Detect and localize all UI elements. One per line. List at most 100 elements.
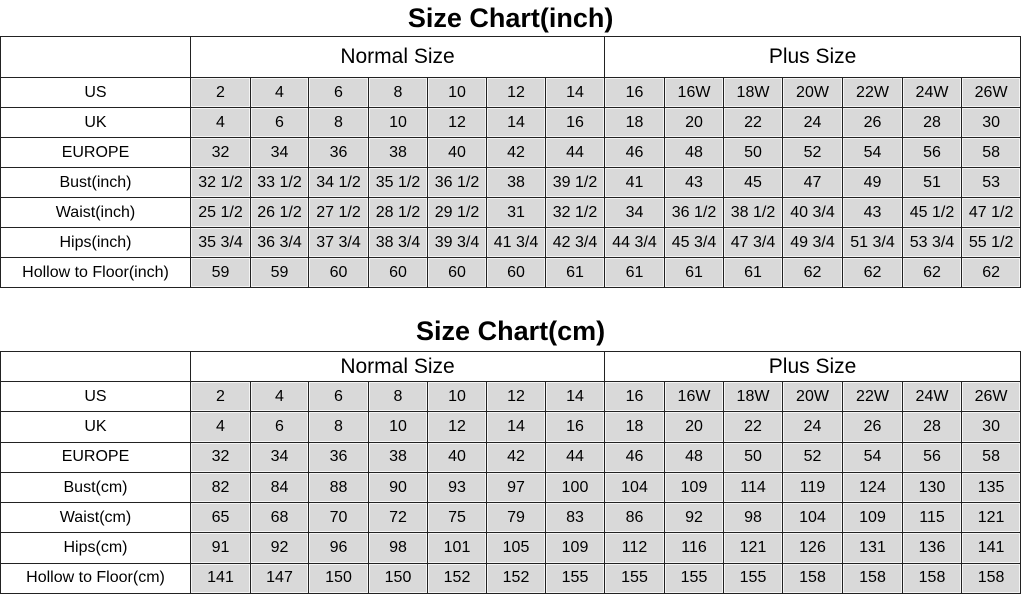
table-cell: 141: [190, 562, 251, 595]
table-cell: 158: [960, 562, 1022, 595]
group-header-normal: Normal Size: [190, 36, 605, 78]
table-row: UK 4 6 8 10 12 14 16 18 20 22 24 26 28 30: [0, 411, 1022, 443]
table-cell: 14: [486, 107, 546, 138]
group-header-row: Normal Size Plus Size: [0, 36, 1022, 78]
table-cell: 6: [308, 380, 369, 413]
table-cell: 10: [368, 411, 428, 443]
table-cell: 38: [368, 137, 428, 168]
table-cell: 54: [842, 137, 903, 168]
table-cell: 40: [427, 137, 487, 168]
table-cell: 50: [723, 137, 783, 168]
table-cell: 42: [486, 137, 546, 168]
table-cell: 34: [604, 197, 665, 228]
table-row: Waist(inch) 25 1/2 26 1/2 27 1/2 28 1/2 29 1/…: [0, 197, 1022, 228]
table-row: Hips(inch) 35 3/4 36 3/4 37 3/4 38 3/4 39 3/4…: [0, 227, 1022, 258]
table-cell: 82: [190, 471, 251, 504]
table-cell: 4: [250, 380, 309, 413]
table-cell: 70: [308, 502, 369, 534]
table-cell: 131: [842, 532, 903, 564]
table-cell: 72: [368, 502, 428, 534]
table-cell: 42: [486, 441, 546, 473]
table-cell: 22: [723, 411, 783, 443]
table-cell: 114: [723, 471, 783, 504]
table-cell: 34 1/2: [308, 167, 369, 198]
table-cell: 40 3/4: [782, 197, 843, 228]
group-header-plus: Plus Size: [603, 351, 1022, 382]
row-label: Hollow to Floor(cm): [0, 562, 191, 595]
table-cell: 18: [604, 411, 665, 443]
row-label: EUROPE: [0, 441, 191, 473]
table-cell: 152: [427, 562, 487, 595]
table-cell: 2: [190, 77, 251, 108]
table-cell: 25 1/2: [190, 197, 251, 228]
table-cell: 26: [842, 107, 903, 138]
table-cell: 44 3/4: [604, 227, 665, 258]
table-cell: 35 3/4: [190, 227, 251, 258]
table-cell: 130: [902, 471, 962, 504]
table-cell: 92: [250, 532, 309, 564]
table-cell: 53: [960, 167, 1022, 198]
table-cell: 112: [604, 532, 665, 564]
table-cell: 14: [545, 77, 605, 108]
table-cell: 40: [427, 441, 487, 473]
table-cell: 2: [190, 380, 251, 413]
table-cell: 98: [723, 502, 783, 534]
table-cell: 47 3/4: [723, 227, 783, 258]
table-cell: 4: [190, 411, 251, 443]
table-cell: 8: [308, 107, 369, 138]
table-cell: 29 1/2: [427, 197, 487, 228]
table-cell: 33 1/2: [250, 167, 309, 198]
title-row: Size Chart(cm): [0, 311, 1021, 352]
table-cell: 60: [486, 257, 546, 288]
table-cell: 36: [308, 137, 369, 168]
table-cell: 116: [664, 532, 724, 564]
table-cell: 45 1/2: [902, 197, 962, 228]
table-cell: 105: [486, 532, 546, 564]
table-cell: 65: [190, 502, 251, 534]
table-cell: 155: [723, 562, 783, 595]
table-row: Hollow to Floor(inch) 59 59 60 60 60 60 61 61 61 6…: [0, 257, 1022, 288]
table-cell: 58: [960, 137, 1022, 168]
table-title: Size Chart(inch): [0, 0, 1021, 37]
row-label: US: [0, 77, 191, 108]
table-cell: 62: [842, 257, 903, 288]
table-cell: 96: [308, 532, 369, 564]
table-cell: 150: [308, 562, 369, 595]
table-cell: 38: [368, 441, 428, 473]
table-cell: 68: [250, 502, 309, 534]
row-label: Hips(inch): [0, 227, 191, 258]
table-cell: 20: [664, 411, 724, 443]
table-cell: 41: [604, 167, 665, 198]
table-cell: 26W: [960, 380, 1022, 413]
table-cell: 150: [368, 562, 428, 595]
table-cell: 60: [368, 257, 428, 288]
table-cell: 16: [545, 107, 605, 138]
table-cell: 22W: [842, 380, 903, 413]
table-row: Waist(cm) 65 68 70 72 75 79 83 86 92 98 104 109 115 12…: [0, 502, 1022, 534]
table-cell: 28: [902, 107, 962, 138]
table-cell: 59: [190, 257, 251, 288]
table-cell: 48: [664, 137, 724, 168]
table-cell: 20W: [782, 77, 843, 108]
table-cell: 88: [308, 471, 369, 504]
table-cell: 8: [368, 77, 428, 108]
table-row: UK 4 6 8 10 12 14 16 18 20 22 24 26 28 30: [0, 107, 1022, 138]
table-cell: 104: [604, 471, 665, 504]
table-cell: 147: [250, 562, 309, 595]
table-cell: 41 3/4: [486, 227, 546, 258]
table-cell: 126: [782, 532, 843, 564]
group-header-row: Normal Size Plus Size: [0, 351, 1022, 382]
table-cell: 8: [368, 380, 428, 413]
title-row: Size Chart(inch): [0, 0, 1021, 37]
table-cell: 152: [486, 562, 546, 595]
size-chart-cm-table: Size Chart(cm) Normal Size Plus Size US 2 4 6 8…: [0, 311, 1022, 595]
table-cell: 16: [604, 380, 665, 413]
table-cell: 52: [782, 137, 843, 168]
table-cell: 8: [308, 411, 369, 443]
table-cell: 51 3/4: [842, 227, 903, 258]
row-label: Bust(inch): [0, 167, 191, 198]
table-cell: 38 3/4: [368, 227, 428, 258]
table-cell: 32: [190, 441, 251, 473]
table-cell: 60: [308, 257, 369, 288]
group-header-plus: Plus Size: [603, 36, 1022, 78]
